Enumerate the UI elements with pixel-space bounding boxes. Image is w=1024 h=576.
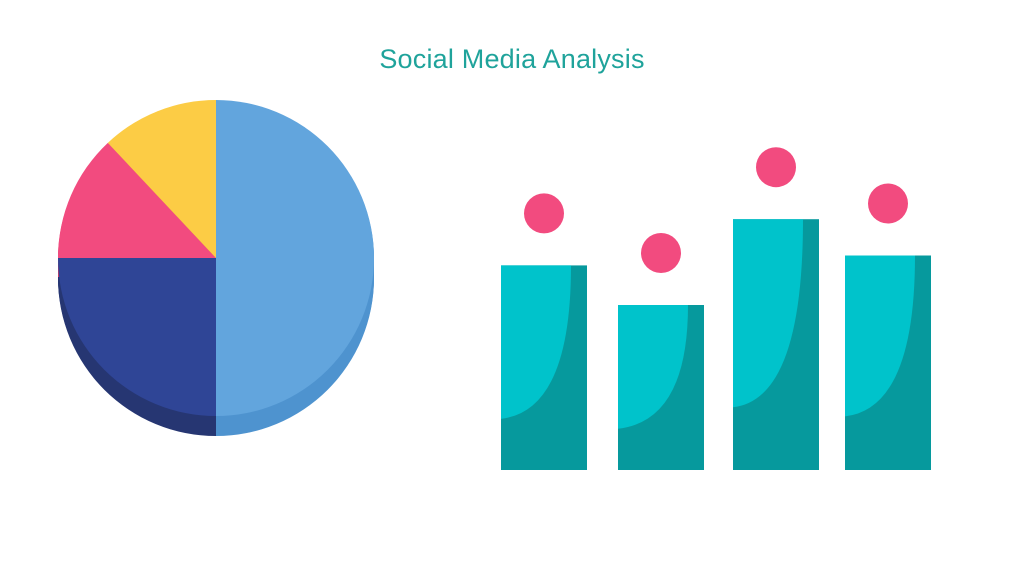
- chart-title: Social Media Analysis: [379, 44, 645, 74]
- bar-highlight: [733, 219, 803, 408]
- bar-highlight: [618, 305, 688, 429]
- pie-slice-3: [58, 142, 216, 258]
- bar-4: [845, 183, 931, 470]
- bar-chart: [501, 147, 931, 470]
- pie-slice-2: [58, 258, 216, 416]
- bar-2: [618, 233, 704, 470]
- bar-highlight: [501, 265, 571, 419]
- bar-highlight: [845, 255, 915, 417]
- bar-1: [501, 193, 587, 470]
- bar-marker-dot: [756, 147, 796, 188]
- bar-marker-dot: [641, 233, 681, 273]
- pie-slice-1: [216, 100, 374, 416]
- pie-slice-4: [107, 100, 216, 258]
- bar-3: [733, 147, 819, 470]
- bar-marker-dot: [868, 183, 908, 224]
- bar-marker-dot: [524, 193, 564, 234]
- pie-chart: [58, 100, 374, 436]
